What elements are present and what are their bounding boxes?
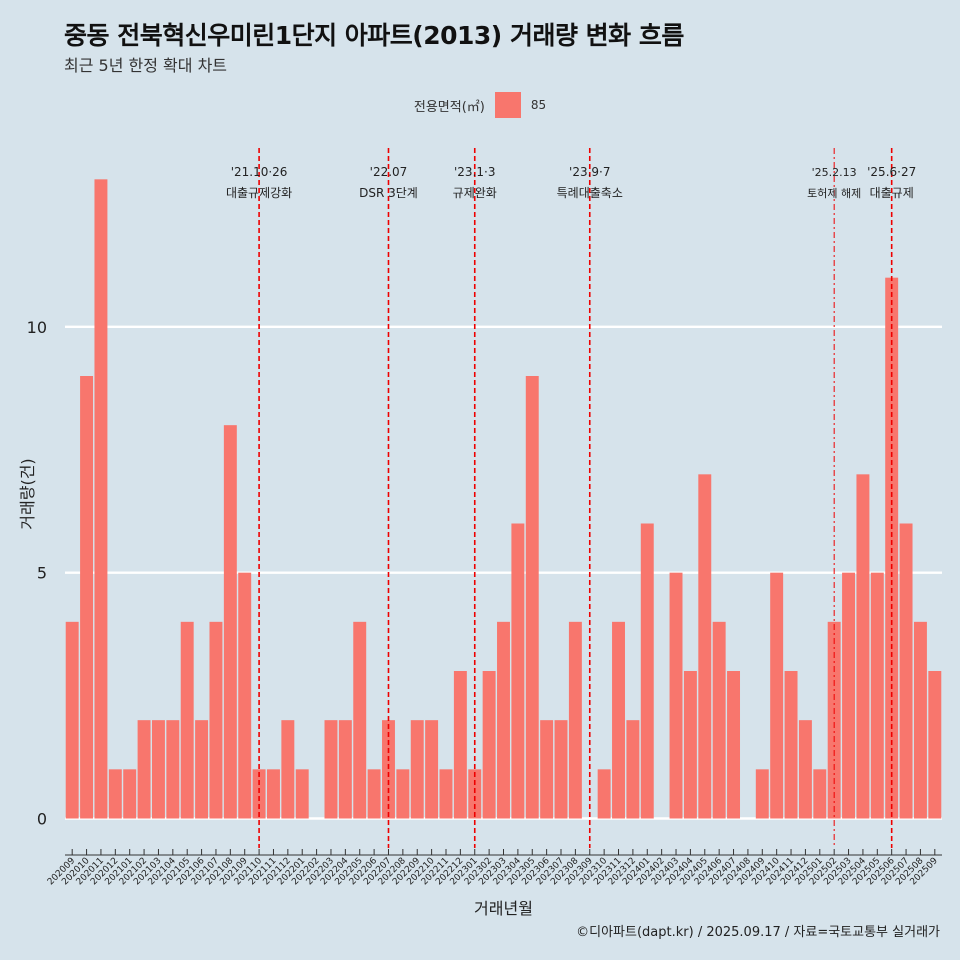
bar [727,671,741,819]
event-label-text: 대출규제강화 [226,186,292,200]
bar [842,572,856,819]
y-tick-label: 0 [37,810,47,829]
bar [65,621,79,819]
bar [338,720,352,819]
event-label-text: 규제완화 [453,186,497,200]
bar [468,769,482,819]
event-label-text: 특례대출축소 [557,186,623,200]
bar [425,720,439,819]
bar [238,572,252,819]
bar [928,671,942,819]
bar [166,720,180,819]
bar [410,720,424,819]
source-caption: ©디아파트(dapt.kr) / 2025.09.17 / 자료=국토교통부 실… [576,925,940,940]
chart-subtitle: 최근 5년 한정 확대 차트 [64,56,228,75]
bar [525,376,539,819]
bar [669,572,683,819]
bar [913,621,927,819]
bar [195,720,209,819]
bar [80,376,94,819]
bar [137,720,151,819]
bar [281,720,295,819]
legend: 전용면적(㎡) 85 [0,92,960,118]
bar [899,523,913,819]
bar [151,720,165,819]
event-label-date: '25.2.13 [812,166,857,179]
bar [856,474,870,819]
bar [698,474,712,819]
event-label-date: '21.10·26 [231,165,288,179]
bar [683,671,697,819]
event-label-date: '25.6·27 [867,165,916,179]
event-label-date: '23.1·3 [454,165,495,179]
legend-title: 전용면적(㎡) [413,99,485,115]
bar [180,621,194,819]
bar [324,720,338,819]
bar [626,720,640,819]
bar [266,769,280,819]
event-label-text: DSR 3단계 [359,186,418,200]
bar [396,769,410,819]
bar [482,671,496,819]
bar [367,769,381,819]
event-label-text: 대출규제 [870,186,914,200]
bar [712,621,726,819]
bar [252,769,266,819]
bar [612,621,625,819]
bar [453,671,467,819]
bar [813,769,827,819]
bar [94,179,108,819]
bar [554,720,568,819]
y-tick-label: 5 [37,564,47,583]
bar [568,621,582,819]
bar [784,671,798,819]
y-axis-title: 거래량(건) [18,458,37,529]
bar [295,769,309,819]
bar [108,769,122,819]
bar [870,572,884,819]
bar [755,769,769,819]
chart-title: 중동 전북혁신우미린1단지 아파트(2013) 거래량 변화 흐름 [64,21,684,50]
bar [827,621,841,819]
bar [123,769,137,819]
x-axis-title: 거래년월 [474,899,533,918]
bar [497,621,510,819]
bar [798,720,812,819]
legend-label: 85 [530,98,547,112]
bar [597,769,611,819]
bar [223,425,237,819]
bar [209,621,223,819]
legend-swatch [494,92,521,118]
bar [353,621,367,819]
event-label-date: '23.9·7 [569,165,610,179]
bar [382,720,395,819]
bar [511,523,525,819]
event-label-text: 토허제 해제 [807,186,861,200]
bar [640,523,654,819]
bar [770,572,784,819]
event-label-date: '22.07 [370,165,408,179]
bar [540,720,554,819]
y-tick-label: 10 [27,318,47,337]
bar [439,769,453,819]
